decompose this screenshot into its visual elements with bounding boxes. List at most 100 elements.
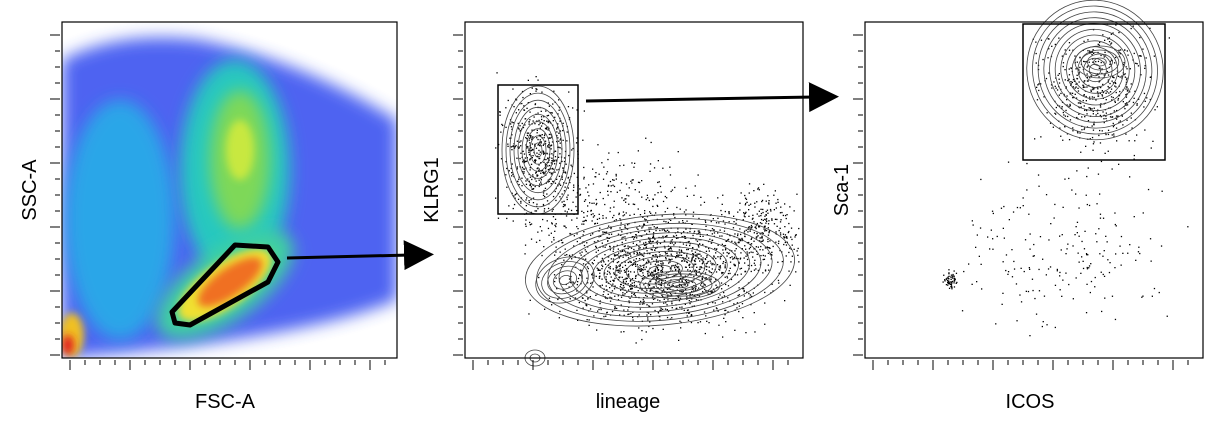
dot: [1013, 260, 1015, 263]
dot: [1015, 283, 1018, 285]
dot: [516, 140, 518, 142]
dot: [623, 214, 626, 216]
dot: [1082, 99, 1084, 102]
dot: [556, 128, 558, 130]
dot: [1069, 119, 1072, 121]
dot: [739, 239, 742, 241]
dot: [643, 265, 645, 267]
dot: [790, 227, 793, 229]
dot: [694, 269, 696, 271]
dot: [744, 197, 747, 199]
dot: [784, 203, 786, 205]
dot: [1084, 86, 1086, 88]
dot: [766, 220, 768, 222]
dot: [532, 136, 534, 138]
dot: [1076, 74, 1078, 76]
dot: [669, 166, 671, 168]
dot: [678, 339, 680, 341]
dot: [750, 227, 752, 229]
contour: [647, 273, 713, 297]
dot: [559, 153, 561, 155]
dot: [681, 306, 683, 308]
dot: [1092, 88, 1094, 91]
dot: [620, 289, 622, 291]
dot: [1037, 64, 1040, 67]
dot: [1119, 53, 1122, 55]
dot: [943, 274, 945, 276]
contour: [558, 227, 762, 313]
dot: [597, 240, 599, 242]
dot: [632, 319, 634, 321]
dot: [623, 164, 625, 166]
dot: [561, 160, 563, 163]
dot: [1099, 104, 1102, 106]
dot: [620, 283, 622, 286]
dot: [592, 286, 594, 288]
dot: [644, 218, 646, 220]
dot: [583, 110, 585, 112]
dot: [743, 289, 745, 292]
dot: [535, 90, 537, 92]
dot: [749, 228, 751, 231]
dot: [691, 294, 693, 296]
dot: [608, 266, 610, 269]
dot: [726, 251, 728, 254]
dot: [1101, 130, 1103, 132]
dot: [736, 302, 739, 304]
dot: [781, 211, 783, 214]
dot: [623, 282, 625, 284]
dot: [1020, 267, 1022, 269]
dot: [573, 282, 575, 284]
dot: [552, 216, 555, 218]
dot: [691, 298, 693, 300]
dot: [706, 262, 708, 264]
dot: [538, 134, 540, 136]
dot: [684, 266, 687, 268]
dot: [1085, 145, 1087, 147]
dot: [652, 205, 654, 208]
dot: [651, 275, 653, 277]
dot: [612, 250, 614, 252]
dot: [620, 182, 623, 184]
dot: [524, 157, 526, 159]
dot: [529, 159, 531, 161]
dot: [559, 139, 561, 141]
dot: [657, 272, 659, 274]
dot: [666, 288, 669, 290]
dot: [641, 338, 643, 341]
dot: [583, 200, 586, 202]
dot: [785, 255, 787, 257]
dot: [1100, 86, 1102, 89]
dot: [648, 284, 651, 286]
dot: [628, 313, 630, 315]
dot: [722, 272, 724, 274]
dot: [551, 304, 553, 306]
dot: [1142, 212, 1144, 214]
dot: [643, 300, 645, 302]
dot: [1089, 77, 1091, 79]
dot: [1029, 248, 1031, 250]
dot: [778, 272, 780, 274]
dot: [670, 248, 672, 250]
dot: [599, 191, 601, 194]
dot: [554, 116, 556, 118]
dot: [1086, 268, 1089, 270]
dot: [1126, 77, 1128, 79]
dot: [1087, 120, 1090, 122]
dot: [681, 236, 683, 238]
dot: [1115, 225, 1117, 227]
dot: [535, 147, 538, 149]
dot: [517, 127, 520, 129]
dot: [556, 288, 558, 290]
dot: [671, 265, 673, 267]
dot: [696, 266, 698, 268]
dot: [536, 88, 538, 91]
dot: [727, 285, 730, 287]
dot: [646, 261, 648, 263]
dot: [647, 317, 649, 319]
dot: [1100, 61, 1102, 64]
dot: [1033, 243, 1035, 246]
dot: [948, 269, 950, 271]
dot: [541, 118, 543, 121]
dot: [736, 274, 739, 276]
